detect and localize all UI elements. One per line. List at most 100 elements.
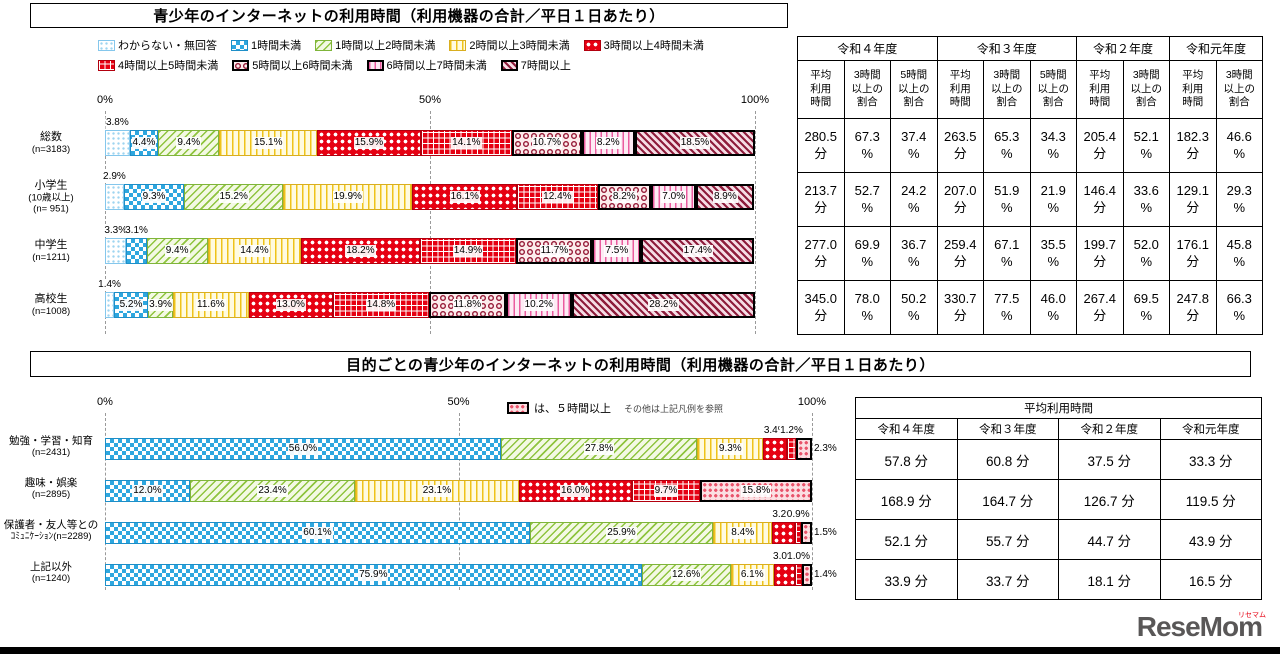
category-label: 勉強・学習・知育 (n=2431) bbox=[9, 435, 93, 459]
value-cell: 51.9 % bbox=[983, 172, 1031, 227]
metric-header: 3時間 以上の 割合 bbox=[843, 60, 891, 119]
bar-segment: 15.2% bbox=[184, 184, 284, 210]
axis-tick: 0% bbox=[97, 94, 113, 106]
bar-segment: 16.0% bbox=[518, 480, 632, 502]
value-cell: 280.5 分 bbox=[797, 118, 845, 173]
segment-value: 15.1% bbox=[253, 137, 284, 149]
five-hours-note: は、５時間以上 その他は上記凡例を参照 bbox=[507, 400, 723, 416]
bar-segment bbox=[795, 522, 802, 544]
year-header-row: 令和４年度 令和３年度 令和２年度 令和元年度 bbox=[797, 36, 1263, 61]
stacked-bar: 12.0% 23.4% 23.1% 16.0% 9.7% 15.8% bbox=[105, 480, 812, 502]
bar-segment: 8.4% bbox=[713, 522, 773, 544]
bar-segment: 15.8% bbox=[700, 480, 812, 502]
segment-value: 23.1% bbox=[421, 485, 453, 497]
stacked-bar: 9.4% 14.4% 18.2% 14.9% 11.7% 7.5% 17.4% bbox=[105, 238, 755, 264]
year-header-row: 令和４年度 令和３年度 令和２年度 令和元年度 bbox=[855, 418, 1262, 440]
value-cell: 213.7 分 bbox=[797, 172, 845, 227]
bar-segment: 9.4% bbox=[158, 130, 220, 156]
stacked-bar: 60.1% 25.9% 8.4% bbox=[105, 522, 812, 544]
segment-value: 19.9% bbox=[332, 191, 363, 203]
segment-value: 9.7% bbox=[653, 485, 679, 497]
segment-value: 1.4% bbox=[814, 569, 837, 581]
metric-header-row: 平均 利用 時間 3時間 以上の 割合 5時間 以上の 割合 平均 利用 時間 3時間 … bbox=[797, 60, 1263, 119]
legend-swatch-icon bbox=[98, 39, 115, 51]
value-cell: 277.0 分 bbox=[797, 226, 845, 281]
bar-segment: 23.1% bbox=[355, 480, 519, 502]
value-cell: 267.4 分 bbox=[1076, 280, 1124, 335]
legend-item: 5時間以上6時間未満 bbox=[232, 57, 353, 73]
value-cell: 60.8 分 bbox=[956, 439, 1059, 480]
value-cell: 46.0 % bbox=[1029, 280, 1077, 335]
bar-segment: 10.7% bbox=[512, 130, 582, 156]
year-header: 令和３年度 bbox=[936, 36, 1077, 61]
segment-value: 3.3% bbox=[104, 225, 128, 237]
bar-segment: 28.2% bbox=[571, 292, 755, 318]
bar-segment: 13.0% bbox=[248, 292, 333, 318]
axis-tick: 0% bbox=[97, 396, 113, 408]
table-title: 平均利用時間 bbox=[855, 397, 1262, 419]
bar-segment: 4.4% bbox=[129, 130, 159, 156]
top-gridlines bbox=[105, 111, 756, 334]
bar-segment: 9.3% bbox=[123, 184, 185, 210]
legend-item: わからない・無回答 bbox=[98, 37, 217, 53]
value-cell: 67.1 % bbox=[983, 226, 1031, 281]
legend-item: 6時間以上7時間未満 bbox=[366, 57, 487, 73]
bar-segment: 11.7% bbox=[516, 238, 593, 264]
bar-segment: 27.8% bbox=[500, 438, 698, 460]
legend-label: 6時間以上7時間未満 bbox=[386, 60, 487, 72]
legend-label: 1時間以上2時間未満 bbox=[335, 40, 436, 52]
bar-segment: 18.5% bbox=[634, 130, 755, 156]
value-cell: 24.2 % bbox=[890, 172, 938, 227]
legend-swatch-icon bbox=[500, 59, 518, 71]
bar-row: 上記以外 (n=1240) 3.0% 1.0% 1.4% 75.9% 12.6% 6.1% bbox=[30, 551, 837, 594]
value-cell: 45.8 % bbox=[1215, 226, 1263, 281]
bar-segment: 11.8% bbox=[429, 292, 506, 318]
stacked-bar: 9.3% 15.2% 19.9% 16.1% 12.4% 8.2% 7.0% 8.9% bbox=[105, 184, 755, 210]
value-cell: 66.3 % bbox=[1215, 280, 1263, 335]
bar-segment bbox=[126, 238, 147, 264]
segment-value: 12.4% bbox=[542, 191, 573, 203]
legend-item: 1時間以上2時間未満 bbox=[315, 37, 435, 53]
bar-segment: 25.9% bbox=[529, 522, 714, 544]
segment-value: 9.3% bbox=[717, 443, 743, 455]
segment-value: 1.2% bbox=[780, 425, 803, 437]
segment-value: 10.2% bbox=[523, 299, 554, 311]
category-label: 小学生 (10歳以上) (n= 951) bbox=[28, 179, 74, 215]
value-cell: 44.7 分 bbox=[1058, 519, 1161, 560]
segment-value: 12.6% bbox=[670, 569, 702, 581]
value-cell: 33.6 % bbox=[1122, 172, 1170, 227]
segment-value: 6.1% bbox=[739, 569, 765, 581]
segment-value: 75.9% bbox=[358, 569, 389, 581]
resemom-logo[interactable]: ReseMom リセマム bbox=[1137, 611, 1266, 643]
value-cell: 259.4 分 bbox=[936, 226, 984, 281]
segment-value: 16.1% bbox=[449, 191, 480, 203]
five-hours-swatch-icon bbox=[507, 402, 529, 414]
category-label: 保護者・友人等との ｺﾐｭﾆｹｰｼｮﾝ(n=2289) bbox=[3, 519, 99, 543]
segment-value: 3.9% bbox=[148, 299, 173, 311]
metric-header: 5時間 以上の 割合 bbox=[1029, 60, 1077, 119]
segment-value: 12.0% bbox=[132, 485, 163, 497]
segment-value: 2.3% bbox=[814, 443, 837, 455]
value-cell: 168.9 分 bbox=[855, 479, 958, 520]
segment-value: 14.9% bbox=[452, 245, 484, 257]
value-cell: 176.1 分 bbox=[1169, 226, 1217, 281]
axis-tick: 100% bbox=[740, 94, 770, 106]
value-cell: 199.7 分 bbox=[1076, 226, 1124, 281]
footer-bar bbox=[0, 647, 1280, 654]
summary-table-by-age: 令和４年度 令和３年度 令和２年度 令和元年度 平均 利用 時間 3時間 以上の 割合 5時… bbox=[797, 36, 1263, 335]
bar-segment: 11.6% bbox=[173, 292, 249, 318]
segment-value: 13.0% bbox=[275, 299, 306, 311]
segment-value: 11.7% bbox=[539, 245, 570, 257]
segment-value: 15.8% bbox=[740, 485, 772, 497]
value-cell: 55.7 分 bbox=[956, 519, 1059, 560]
bar-segment: 14.1% bbox=[420, 130, 513, 156]
category-label: 中学生 (n=1211) bbox=[32, 238, 70, 263]
segment-value: 60.1% bbox=[302, 527, 333, 539]
bar-segment: 12.4% bbox=[517, 184, 598, 210]
value-cell: 65.3 % bbox=[983, 118, 1031, 173]
segment-value: 1.4% bbox=[98, 279, 121, 291]
legend-swatch-icon bbox=[231, 39, 248, 51]
year-header: 令和３年度 bbox=[956, 418, 1059, 440]
segment-value: 7.5% bbox=[604, 245, 630, 257]
top-legend: わからない・無回答 1時間未満 1時間以上2時間未満 2時間以上3時間未満 3時間以上4… bbox=[98, 37, 808, 77]
